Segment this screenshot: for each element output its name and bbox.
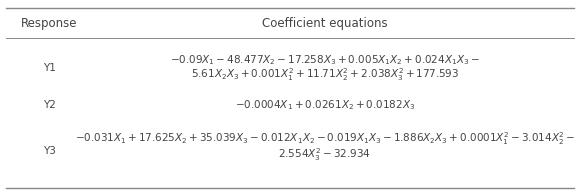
Text: $-0.031X_1+17.625X_2+35.039X_3-0.012X_1X_2-0.019X_1X_3-1.886X_2X_3+0.0001X_1^2-3: $-0.031X_1+17.625X_2+35.039X_3-0.012X_1X…: [75, 130, 575, 147]
Text: Coefficient equations: Coefficient equations: [262, 17, 387, 30]
Text: Y1: Y1: [43, 63, 56, 73]
Text: $5.61X_2X_3+0.001X_1^2+11.71X_2^2+2.038X_3^2+177.593$: $5.61X_2X_3+0.001X_1^2+11.71X_2^2+2.038X…: [191, 66, 459, 83]
Text: $-0.09X_1-48.477X_2-17.258X_3+0.005X_1X_2+0.024X_1X_3-$: $-0.09X_1-48.477X_2-17.258X_3+0.005X_1X_…: [170, 54, 480, 67]
Text: $2.554X_3^2-32.934$: $2.554X_3^2-32.934$: [278, 146, 371, 163]
Text: $-0.0004X_1+0.0261X_2+0.0182X_3$: $-0.0004X_1+0.0261X_2+0.0182X_3$: [235, 98, 415, 112]
Text: Y3: Y3: [43, 146, 56, 156]
Text: Y2: Y2: [43, 100, 56, 110]
Text: Response: Response: [21, 17, 78, 30]
